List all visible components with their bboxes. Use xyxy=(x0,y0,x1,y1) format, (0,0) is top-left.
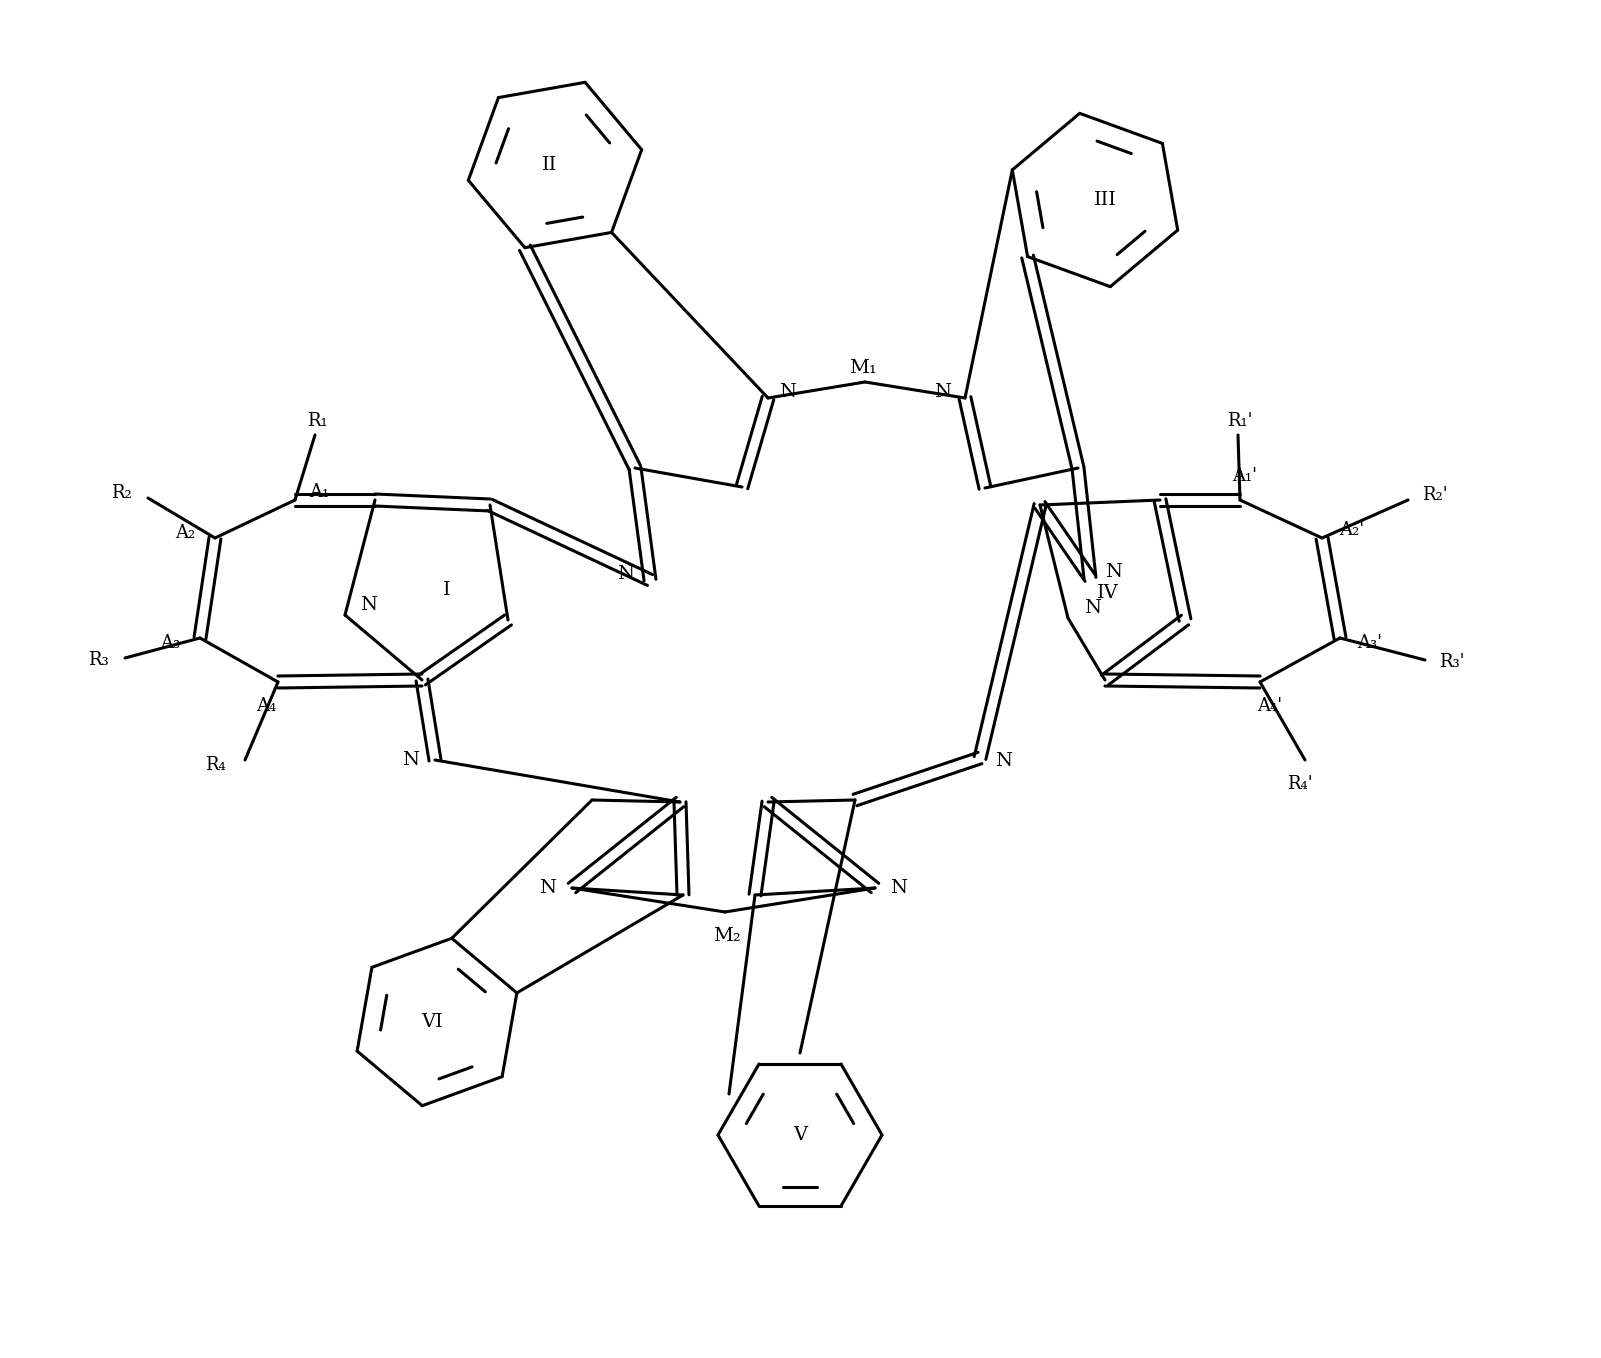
Text: M₂: M₂ xyxy=(712,928,741,945)
Text: N: N xyxy=(360,596,378,614)
Text: N: N xyxy=(1106,564,1122,581)
Text: R₁: R₁ xyxy=(307,411,327,430)
Text: A₁': A₁' xyxy=(1233,467,1257,485)
Text: N: N xyxy=(402,751,419,769)
Text: R₂': R₂' xyxy=(1422,486,1447,504)
Text: N: N xyxy=(1084,599,1101,617)
Text: A₁: A₁ xyxy=(309,483,330,501)
Text: VI: VI xyxy=(421,1013,443,1031)
Text: R₃: R₃ xyxy=(88,650,109,669)
Text: I: I xyxy=(443,581,450,599)
Text: V: V xyxy=(792,1126,807,1143)
Text: N: N xyxy=(996,752,1012,770)
Text: N: N xyxy=(780,383,797,401)
Text: M₁: M₁ xyxy=(849,359,877,378)
Text: A₃': A₃' xyxy=(1358,634,1383,652)
Text: N: N xyxy=(540,879,557,898)
Text: A₄: A₄ xyxy=(256,697,275,716)
Text: R₂: R₂ xyxy=(110,483,131,502)
Text: R₄: R₄ xyxy=(205,756,226,774)
Text: III: III xyxy=(1093,191,1116,209)
Text: R₃': R₃' xyxy=(1439,653,1465,671)
Text: N: N xyxy=(935,383,951,401)
Text: A₄': A₄' xyxy=(1257,697,1282,716)
Text: N: N xyxy=(890,879,908,898)
Text: N: N xyxy=(618,565,634,583)
Text: A₂': A₂' xyxy=(1340,521,1364,539)
Text: A₂: A₂ xyxy=(175,524,195,542)
Text: R₄': R₄' xyxy=(1287,775,1313,793)
Text: II: II xyxy=(543,156,557,174)
Text: IV: IV xyxy=(1097,584,1119,602)
Text: A₃: A₃ xyxy=(160,634,179,652)
Text: R₁': R₁' xyxy=(1228,411,1252,430)
